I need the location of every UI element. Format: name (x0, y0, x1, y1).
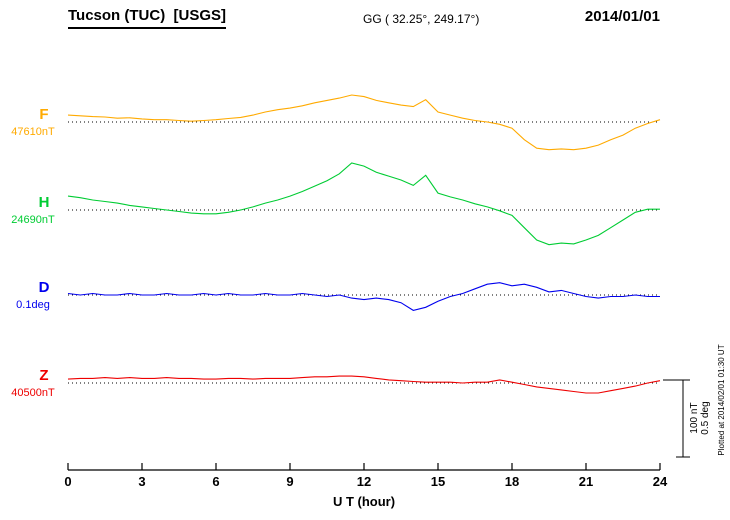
scale-bar (663, 379, 690, 458)
channel-label-Z: Z (39, 367, 49, 384)
x-tick-label: 24 (653, 474, 668, 489)
channel-baseline-F: 47610nT (11, 126, 55, 138)
trace-Z (67, 375, 661, 394)
x-tick-label: 12 (357, 474, 371, 489)
station-title: Tucson (TUC) [USGS] (68, 7, 227, 29)
trace-H (67, 162, 660, 246)
x-tick-label: 15 (431, 474, 445, 489)
channel-label-H: H (38, 194, 50, 211)
x-tick-label: 18 (505, 474, 519, 489)
x-tick-label: 21 (579, 474, 593, 489)
channel-baseline-Z: 40500nT (11, 387, 55, 399)
coordinates-label: GG ( 32.25°, 249.17°) (363, 12, 480, 26)
x-tick-label: 9 (286, 474, 293, 489)
trace-F (67, 94, 661, 151)
channel-label-D: D (38, 279, 50, 296)
scale-bar-deg-label: 0.5 deg (700, 401, 711, 434)
x-tick-label: 0 (64, 474, 71, 489)
channel-baseline-D: 0.1deg (16, 299, 50, 311)
channel-label-F: F (39, 106, 49, 123)
x-tick-label: 3 (138, 474, 145, 489)
x-axis-label: U T (hour) (332, 494, 396, 509)
channel-baseline-H: 24690nT (11, 214, 55, 226)
date-label: 2014/01/01 (584, 8, 660, 25)
scale-bar-nt-label: 100 nT (689, 402, 700, 433)
trace-D (67, 282, 660, 311)
x-tick-label: 6 (212, 474, 219, 489)
plotted-at-note: Plotted at 2014/02/01 01:30 UT (717, 344, 726, 455)
